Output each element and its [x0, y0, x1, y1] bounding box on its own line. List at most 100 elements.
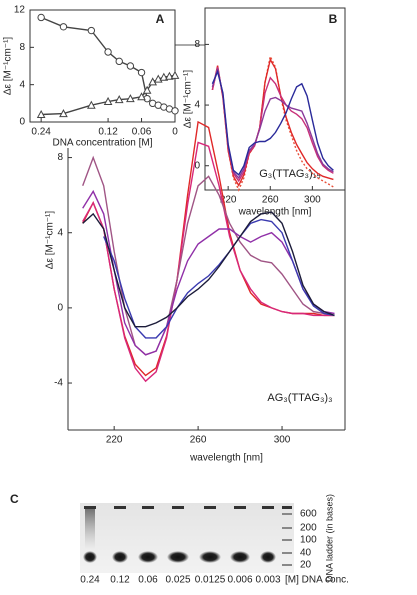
ladder-band: [282, 564, 292, 566]
series-line: [82, 211, 335, 328]
well: [282, 506, 292, 509]
well: [262, 506, 274, 509]
marker-circle: [137, 68, 146, 77]
marker-circle: [59, 23, 68, 31]
ladder-label: 100: [300, 535, 317, 546]
ladder-band: [282, 513, 292, 515]
x-axis-label: wavelength [nm]: [189, 453, 263, 464]
marker-triangle: [137, 92, 146, 101]
gel: C 0.24 0.12 0.06 0.025 0.0125 0.006 0.003 [M] DN…: [10, 492, 349, 585]
y-tick-label: 4: [57, 227, 63, 238]
y-axis-label: Δε [M⁻¹cm⁻¹]: [183, 70, 194, 129]
series-line: [211, 69, 334, 176]
x-tick-label: 0.06: [132, 127, 152, 138]
x-tick-label: 260: [190, 435, 207, 446]
annotation: G₃(TTAG₃)₁₅: [259, 168, 321, 180]
ladder-title: DNA ladder (in bases): [324, 494, 334, 582]
plot-frame: [204, 7, 346, 191]
well: [234, 506, 246, 509]
smear: [85, 509, 95, 549]
ladder-label: 20: [300, 560, 312, 571]
marker-triangle: [170, 70, 180, 79]
annotation: AG₃(TTAG₃)₃: [267, 392, 332, 404]
gel-area: [80, 503, 294, 573]
y-tick-label: 12: [14, 5, 26, 16]
y-tick-label: 8: [19, 42, 25, 53]
series-line: [211, 54, 334, 192]
x-tick-label: 300: [274, 435, 291, 446]
well: [172, 506, 184, 509]
units-label: [M] DNA conc.: [285, 575, 349, 586]
band: [199, 551, 221, 563]
ladder-label: 600: [300, 509, 317, 520]
ladder-label: 200: [300, 523, 317, 534]
x-tick-label: 0.24: [31, 127, 51, 138]
series-line: [211, 57, 334, 187]
y-tick-label: 8: [57, 152, 63, 163]
x-tick-label: 220: [220, 195, 237, 206]
lane-label: 0.24: [80, 575, 100, 586]
panel-label: C: [10, 492, 19, 506]
x-tick-label: 260: [262, 195, 279, 206]
marker-triangle: [142, 85, 152, 94]
x-tick-label: 220: [106, 435, 123, 446]
lane-label: 0.006: [227, 575, 252, 586]
series-line: [82, 120, 335, 377]
marker-circle: [37, 13, 45, 22]
well: [204, 506, 216, 509]
x-tick-label: 0.12: [98, 127, 118, 138]
marker-triangle: [59, 109, 68, 118]
panel-label: B: [329, 12, 338, 26]
band: [83, 551, 97, 563]
well: [84, 506, 96, 509]
marker-triangle: [148, 77, 158, 86]
well: [142, 506, 154, 509]
y-axis-label: Δε [M⁻¹cm⁻¹]: [45, 211, 56, 270]
marker-circle: [126, 62, 135, 70]
well: [114, 506, 126, 509]
y-tick-label: 8: [194, 39, 200, 50]
band: [230, 551, 250, 563]
lane-label: 0.003: [255, 575, 280, 586]
marker-circle: [104, 48, 112, 56]
y-axis-label: Δε [M⁻¹cm⁻¹]: [3, 37, 14, 96]
lane-label: 0.06: [138, 575, 158, 586]
ladder-band: [282, 552, 292, 554]
marker-triangle: [36, 109, 46, 119]
marker-circle: [87, 26, 96, 35]
x-tick-label: 300: [304, 195, 321, 206]
lane-label: 0.025: [165, 575, 190, 586]
y-tick-label: 0: [19, 117, 25, 128]
y-tick-label: 0: [194, 160, 200, 171]
marker-triangle: [126, 94, 135, 103]
lane-label: 0.12: [110, 575, 130, 586]
marker-circle: [115, 57, 123, 66]
marker-triangle: [114, 95, 124, 104]
ladder-band: [282, 527, 292, 529]
band: [260, 551, 276, 563]
lane-label: 0.0125: [195, 575, 226, 586]
y-tick-label: 4: [19, 79, 25, 90]
y-tick-label: 0: [57, 303, 63, 314]
marker-triangle: [165, 71, 174, 80]
x-tick-label: 0: [172, 127, 178, 138]
series-line: [103, 218, 335, 339]
x-axis-label: wavelength [nm]: [238, 207, 312, 218]
marker-triangle: [159, 72, 169, 81]
marker-circle: [171, 107, 179, 115]
x-axis-label: DNA concentration [M]: [52, 138, 152, 149]
ladder-label: 40: [300, 548, 312, 559]
panel-label: A: [156, 12, 165, 26]
series-line: [40, 16, 176, 112]
band: [138, 551, 158, 563]
band: [112, 551, 128, 563]
marker-triangle: [87, 100, 96, 109]
ladder-band: [282, 539, 292, 541]
y-tick-label: -4: [54, 378, 63, 389]
series-line: [82, 141, 335, 383]
band: [167, 551, 189, 563]
series-line: [82, 155, 335, 356]
marker-triangle: [103, 96, 113, 105]
